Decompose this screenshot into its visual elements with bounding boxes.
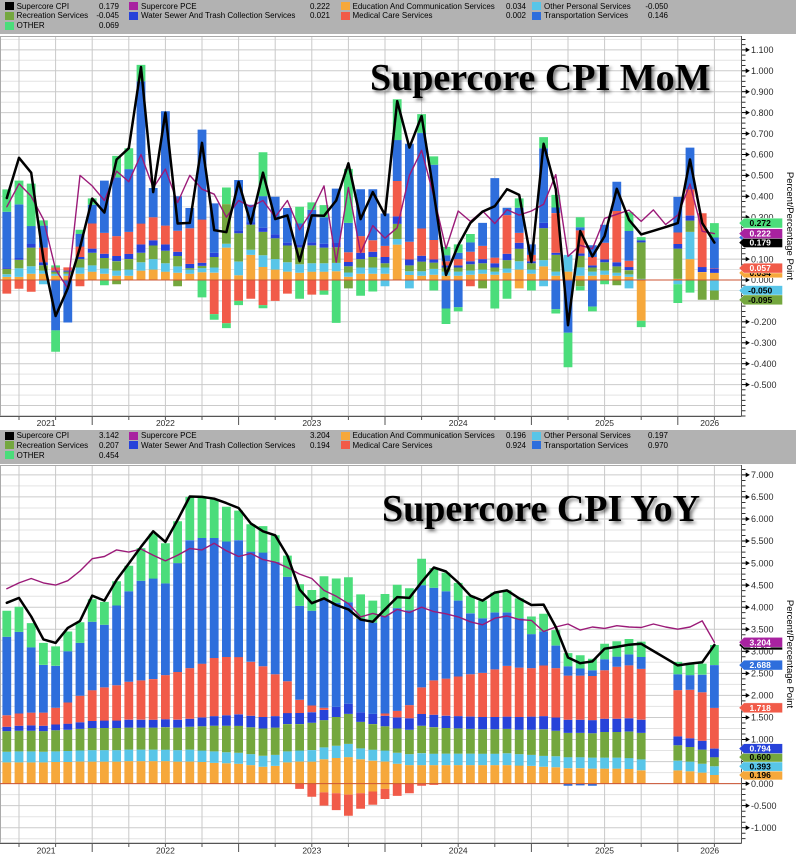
svg-text:2021: 2021 xyxy=(37,418,56,428)
svg-text:2026: 2026 xyxy=(700,418,719,428)
svg-text:-0.500: -0.500 xyxy=(751,380,777,390)
svg-text:-0.400: -0.400 xyxy=(751,359,777,369)
svg-text:2024: 2024 xyxy=(449,846,468,856)
svg-text:-0.200: -0.200 xyxy=(751,317,777,327)
svg-text:2026: 2026 xyxy=(700,846,719,856)
svg-text:2025: 2025 xyxy=(595,846,614,856)
svg-text:2022: 2022 xyxy=(156,846,175,856)
svg-text:-0.300: -0.300 xyxy=(751,338,777,348)
svg-text:0.272: 0.272 xyxy=(750,218,772,228)
svg-text:-0.500: -0.500 xyxy=(751,801,777,811)
svg-text:0.000: 0.000 xyxy=(751,779,774,789)
svg-text:0.057: 0.057 xyxy=(750,263,772,273)
svg-text:2.688: 2.688 xyxy=(750,660,772,670)
svg-text:0.500: 0.500 xyxy=(751,171,774,181)
svg-text:0.393: 0.393 xyxy=(750,761,772,771)
svg-text:1.500: 1.500 xyxy=(751,713,774,723)
svg-text:6.000: 6.000 xyxy=(751,514,774,524)
svg-text:0.600: 0.600 xyxy=(751,150,774,160)
svg-text:-0.050: -0.050 xyxy=(748,286,772,296)
svg-text:0.300: 0.300 xyxy=(751,212,774,222)
svg-text:0.600: 0.600 xyxy=(750,752,772,762)
svg-text:4.500: 4.500 xyxy=(751,580,774,590)
svg-text:1.718: 1.718 xyxy=(750,703,772,713)
svg-text:0.179: 0.179 xyxy=(750,238,772,248)
svg-text:0.794: 0.794 xyxy=(750,744,772,754)
svg-text:2.500: 2.500 xyxy=(751,669,774,679)
svg-text:3.500: 3.500 xyxy=(751,625,774,635)
svg-text:0.800: 0.800 xyxy=(751,108,774,118)
svg-text:7.000: 7.000 xyxy=(751,470,774,480)
svg-text:2023: 2023 xyxy=(302,846,321,856)
svg-text:-1.000: -1.000 xyxy=(751,823,777,833)
svg-text:-0.095: -0.095 xyxy=(748,295,772,305)
svg-text:0.100: 0.100 xyxy=(751,254,774,264)
svg-text:0.400: 0.400 xyxy=(751,192,774,202)
svg-text:1.100: 1.100 xyxy=(751,45,774,55)
svg-text:5.000: 5.000 xyxy=(751,558,774,568)
svg-text:2.000: 2.000 xyxy=(751,691,774,701)
svg-text:0.222: 0.222 xyxy=(750,229,772,239)
svg-text:6.500: 6.500 xyxy=(751,492,774,502)
svg-text:2023: 2023 xyxy=(302,418,321,428)
svg-text:1.000: 1.000 xyxy=(751,735,774,745)
svg-text:3.204: 3.204 xyxy=(750,637,772,647)
svg-text:1.000: 1.000 xyxy=(751,66,774,76)
svg-text:5.500: 5.500 xyxy=(751,536,774,546)
svg-text:2022: 2022 xyxy=(156,418,175,428)
svg-text:2024: 2024 xyxy=(449,418,468,428)
svg-text:3.000: 3.000 xyxy=(751,647,774,657)
svg-text:0.196: 0.196 xyxy=(750,770,772,780)
svg-text:0.900: 0.900 xyxy=(751,87,774,97)
svg-text:2025: 2025 xyxy=(595,418,614,428)
svg-text:0.000: 0.000 xyxy=(751,275,774,285)
svg-text:Percent/Percentage Point: Percent/Percentage Point xyxy=(784,600,795,709)
svg-text:Percent/Percentage Point: Percent/Percentage Point xyxy=(784,172,795,281)
svg-text:2021: 2021 xyxy=(37,846,56,856)
svg-text:4.000: 4.000 xyxy=(751,602,774,612)
svg-text:0.700: 0.700 xyxy=(751,129,774,139)
